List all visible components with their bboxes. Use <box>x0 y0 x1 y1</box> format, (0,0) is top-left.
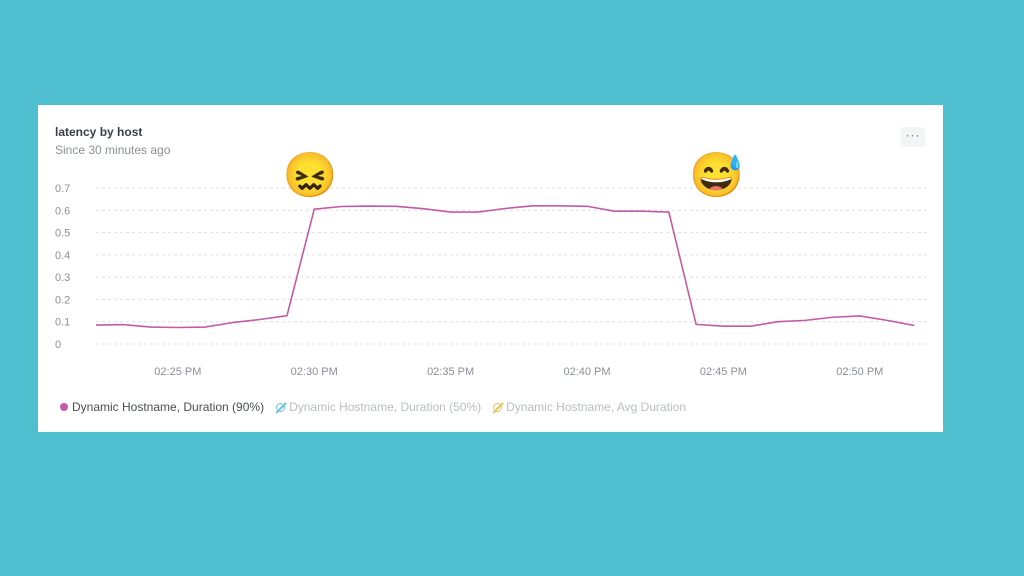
latency-chart: 00.10.20.30.40.50.60.7 02:25 PM 02:30 PM 0… <box>55 183 928 378</box>
y-tick-label: 0.6 <box>55 205 70 217</box>
chart-legend: Dynamic Hostname, Duration (90%) Dynamic… <box>60 400 686 414</box>
series-line <box>95 205 915 329</box>
x-tick-label: 02:30 PM <box>291 366 338 378</box>
x-tick-label: 02:50 PM <box>836 366 883 378</box>
x-tick-label: 02:40 PM <box>563 366 610 378</box>
legend-label: Dynamic Hostname, Duration (90%) <box>72 400 265 414</box>
x-tick-label: 02:35 PM <box>427 366 474 378</box>
legend-label: Dynamic Hostname, Duration (50%) <box>289 400 482 414</box>
chart-card: 0 0.1 0.2 0.3 0.4 0.5 0.6 0.7 02:25 PM 02:30 PM 0… <box>38 105 943 432</box>
chart-title: latency by host <box>55 125 143 139</box>
grinning-sweat-face-icon: 😅 <box>689 150 745 200</box>
series-hidden-icon <box>276 402 286 412</box>
y-tick-label: 0.1 <box>55 317 70 329</box>
series-lines <box>95 205 915 329</box>
y-tick-label: 0.5 <box>55 228 70 240</box>
legend-item-duration-50[interactable]: Dynamic Hostname, Duration (50%) <box>276 400 481 414</box>
legend-item-duration-90[interactable]: Dynamic Hostname, Duration (90%) <box>60 400 264 414</box>
y-tick-label: 0.2 <box>55 294 70 306</box>
chart-subtitle: Since 30 minutes ago <box>55 143 171 157</box>
y-tick-label: 0.7 <box>55 183 70 195</box>
y-tick-label: 0.4 <box>55 250 70 262</box>
legend-label: Dynamic Hostname, Avg Duration <box>506 400 687 414</box>
legend-item-avg-duration[interactable]: Dynamic Hostname, Avg Duration <box>493 400 686 414</box>
y-axis-ticks: 0 0.1 0.2 0.3 0.4 0.5 0.6 0.7 <box>55 183 70 351</box>
x-tick-label: 02:25 PM <box>154 366 201 378</box>
series-color-dot-icon <box>60 403 68 411</box>
y-tick-label: 0.3 <box>55 272 70 284</box>
more-options-button[interactable]: ··· <box>901 127 925 147</box>
series-hidden-icon <box>493 402 503 412</box>
y-tick-label: 0 <box>55 339 61 351</box>
x-tick-label: 02:45 PM <box>700 366 747 378</box>
x-axis-ticks: 02:25 PM 02:30 PM 02:35 PM 02:40 PM 02:45 PM… <box>154 366 883 378</box>
confounded-face-icon: 😖 <box>282 150 338 200</box>
